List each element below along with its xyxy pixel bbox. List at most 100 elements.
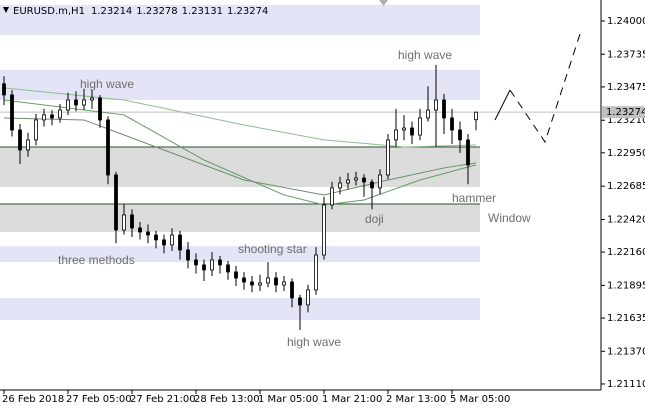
y-tick-label: 1.21110: [607, 379, 645, 390]
candle-body: [386, 139, 390, 176]
header-low: 1.23131: [182, 6, 223, 17]
candle-body: [186, 249, 190, 261]
candle-body: [322, 204, 326, 256]
x-tick-label: 28 Feb 13:00: [194, 394, 260, 405]
y-tick-label: 1.22420: [607, 214, 645, 225]
candle-body: [290, 281, 294, 299]
candle-body: [162, 239, 166, 246]
candle-body: [106, 119, 110, 176]
y-tick-label: 1.24000: [607, 16, 645, 27]
price-marker-label: 1.23274: [606, 107, 645, 118]
x-tick-label: 1 Mar 05:00: [258, 394, 318, 405]
zone: [0, 298, 480, 321]
candle-body: [418, 117, 422, 136]
y-tick-label: 1.22950: [607, 148, 645, 159]
candle-body: [34, 119, 38, 141]
candle-body: [402, 127, 406, 131]
candle-body: [346, 179, 350, 184]
x-tick-label: 1 Mar 21:00: [322, 394, 382, 405]
y-tick-label: 1.23210: [607, 115, 645, 126]
y-tick-label: 1.23475: [607, 82, 645, 93]
candle-body: [226, 264, 230, 273]
zone: [0, 246, 480, 263]
candle-body: [466, 139, 470, 166]
chart-header: EURUSD.m,H1 1.23214 1.23278 1.23131 1.23274: [13, 6, 268, 17]
y-tick-label: 1.21895: [607, 280, 645, 291]
zone: [0, 146, 480, 188]
y-tick-label: 1.21635: [607, 313, 645, 324]
indicator-layer: [3, 87, 477, 206]
pattern-label: shooting star: [238, 242, 307, 256]
x-tick-label: 27 Feb 05:00: [66, 394, 132, 405]
candle-body: [306, 289, 310, 306]
symbol: EURUSD.m,H1: [13, 6, 85, 17]
pattern-label: high wave: [287, 335, 341, 349]
candle-body: [314, 254, 318, 291]
y-tick-label: 1.23735: [607, 49, 645, 60]
header-high: 1.23278: [136, 6, 177, 17]
candle-body: [50, 114, 54, 119]
background-layer: [0, 5, 600, 321]
candle-body: [42, 114, 46, 121]
candle-body: [210, 259, 214, 271]
projection-line: [494, 89, 511, 121]
candle-body: [2, 83, 6, 96]
pattern-label: three methods: [58, 253, 135, 267]
x-tick-label: 27 Feb 21:00: [130, 394, 196, 405]
pattern-label: Window: [488, 211, 531, 225]
candle-body: [98, 97, 102, 121]
candle-body: [170, 234, 174, 246]
candle-body: [130, 214, 134, 229]
candle-body: [426, 109, 430, 119]
candle-body: [122, 214, 126, 231]
candle-body: [442, 99, 446, 119]
x-tick-label: 26 Feb 2018: [2, 394, 64, 405]
shift-marker: [379, 0, 388, 6]
candle-body: [202, 264, 206, 271]
candle-body: [26, 139, 30, 151]
candle-body: [474, 111, 478, 121]
candle-body: [274, 277, 278, 286]
pattern-label: hammer: [452, 191, 496, 205]
candle-body: [10, 94, 14, 131]
candle-body: [74, 99, 78, 106]
price-marker: [602, 106, 644, 119]
candle-body: [450, 117, 454, 131]
header-marker: [3, 7, 9, 13]
candle-body: [330, 187, 334, 206]
candle-body: [218, 259, 222, 266]
candle-body: [282, 281, 286, 286]
pattern-label: doji: [365, 212, 384, 226]
header-open: 1.23214: [91, 6, 132, 17]
candle-body: [434, 99, 438, 111]
x-tick-label: 2 Mar 13:00: [386, 394, 446, 405]
candle-body: [154, 234, 158, 241]
zone: [0, 5, 480, 36]
candle-body: [354, 177, 358, 181]
zone: [0, 69, 480, 100]
zone: [0, 203, 480, 232]
candle-body: [458, 129, 462, 141]
x-tick-label: 5 Mar 05:00: [450, 394, 510, 405]
y-tick-label: 1.22685: [607, 181, 645, 192]
candle-layer: [2, 64, 478, 330]
candle-body: [178, 234, 182, 251]
moving-average: [3, 87, 477, 148]
y-tick-label: 1.21370: [607, 346, 645, 357]
candle-body: [258, 282, 262, 286]
candle-body: [370, 181, 374, 189]
moving-average: [3, 117, 477, 196]
candle-body: [114, 174, 118, 231]
candle-body: [394, 129, 398, 141]
candle-body: [378, 174, 382, 189]
candle-body: [338, 182, 342, 189]
candle-body: [242, 277, 246, 283]
candle-body: [66, 99, 70, 111]
candle-body: [362, 177, 366, 183]
candle-body: [146, 231, 150, 236]
candle-body: [266, 277, 270, 284]
candle-body: [90, 97, 94, 101]
candle-body: [234, 271, 238, 279]
